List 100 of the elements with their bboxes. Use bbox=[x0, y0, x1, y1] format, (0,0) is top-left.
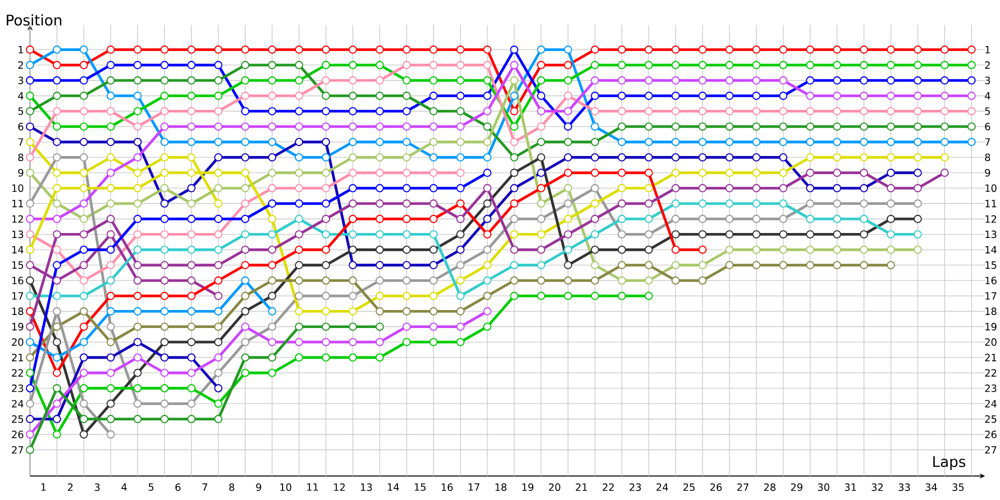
point bbox=[348, 214, 357, 224]
y2-tick-label: 13 bbox=[986, 230, 996, 238]
point bbox=[672, 153, 680, 162]
y-tick-label: 21 bbox=[12, 354, 24, 362]
point bbox=[832, 199, 842, 208]
point bbox=[672, 184, 680, 192]
point bbox=[672, 168, 680, 177]
point bbox=[160, 92, 169, 100]
y-tick-label: 10 bbox=[12, 184, 24, 192]
point bbox=[106, 168, 115, 177]
point bbox=[590, 214, 600, 224]
point bbox=[26, 214, 34, 224]
point bbox=[510, 276, 518, 285]
point bbox=[644, 92, 653, 100]
point bbox=[133, 384, 142, 392]
y-tick-label: 5 bbox=[18, 107, 24, 115]
point bbox=[214, 168, 222, 177]
point bbox=[725, 153, 734, 162]
y-tick-label: 15 bbox=[12, 261, 24, 269]
point bbox=[698, 138, 707, 146]
point bbox=[914, 76, 922, 85]
point bbox=[402, 76, 411, 85]
point bbox=[133, 122, 142, 131]
y2-tick-label: 10 bbox=[986, 184, 996, 192]
y2-tick-label: 11 bbox=[986, 200, 996, 208]
point bbox=[644, 260, 653, 270]
point bbox=[779, 76, 788, 85]
point bbox=[80, 368, 88, 378]
point bbox=[241, 307, 250, 316]
point bbox=[940, 92, 949, 100]
x-tick-label: 29 bbox=[791, 483, 802, 491]
point bbox=[268, 184, 276, 192]
point bbox=[860, 138, 868, 146]
point bbox=[806, 107, 814, 116]
point bbox=[806, 230, 814, 238]
point bbox=[429, 168, 438, 177]
point bbox=[348, 122, 357, 131]
y-tick-label: 14 bbox=[12, 246, 24, 254]
point bbox=[133, 199, 142, 208]
y-tick-label: 2 bbox=[18, 61, 23, 69]
point bbox=[590, 260, 600, 270]
point bbox=[779, 246, 788, 254]
point bbox=[644, 292, 653, 300]
point bbox=[456, 338, 465, 346]
point bbox=[241, 184, 250, 192]
point bbox=[376, 246, 384, 254]
point bbox=[752, 260, 760, 270]
point bbox=[914, 107, 922, 116]
point bbox=[294, 338, 304, 346]
point bbox=[322, 230, 330, 238]
point bbox=[483, 168, 492, 177]
point bbox=[564, 153, 572, 162]
point bbox=[590, 184, 600, 192]
point bbox=[698, 122, 707, 131]
point bbox=[860, 122, 868, 131]
point bbox=[860, 92, 868, 100]
point bbox=[376, 230, 384, 238]
point bbox=[187, 153, 196, 162]
point bbox=[268, 260, 276, 270]
point bbox=[914, 92, 922, 100]
point bbox=[52, 430, 62, 439]
x-tick-label: 25 bbox=[683, 483, 695, 491]
point bbox=[510, 214, 518, 224]
point bbox=[106, 45, 115, 54]
point bbox=[160, 107, 169, 116]
point bbox=[510, 153, 518, 162]
point bbox=[106, 292, 115, 300]
point bbox=[241, 292, 250, 300]
point bbox=[752, 230, 760, 238]
x-tick-label: 22 bbox=[602, 483, 614, 491]
point bbox=[644, 138, 653, 146]
point bbox=[779, 214, 788, 224]
point bbox=[80, 168, 88, 177]
point bbox=[456, 230, 465, 238]
point bbox=[672, 122, 680, 131]
y-tick-label: 7 bbox=[18, 138, 24, 146]
point bbox=[725, 76, 734, 85]
point bbox=[483, 292, 492, 300]
point bbox=[832, 214, 842, 224]
point bbox=[348, 76, 357, 85]
point bbox=[537, 138, 546, 146]
point bbox=[806, 45, 814, 54]
point bbox=[429, 107, 438, 116]
point bbox=[564, 138, 572, 146]
point bbox=[590, 122, 600, 131]
point bbox=[537, 153, 546, 162]
point bbox=[914, 168, 922, 177]
point bbox=[456, 60, 465, 70]
point bbox=[940, 76, 949, 85]
point bbox=[26, 276, 34, 285]
point bbox=[376, 92, 384, 100]
point bbox=[644, 107, 653, 116]
point bbox=[26, 246, 34, 254]
point bbox=[187, 214, 196, 224]
point bbox=[214, 45, 222, 54]
point bbox=[160, 76, 169, 85]
point bbox=[590, 76, 600, 85]
point bbox=[967, 92, 976, 100]
point bbox=[294, 276, 304, 285]
point bbox=[779, 184, 788, 192]
